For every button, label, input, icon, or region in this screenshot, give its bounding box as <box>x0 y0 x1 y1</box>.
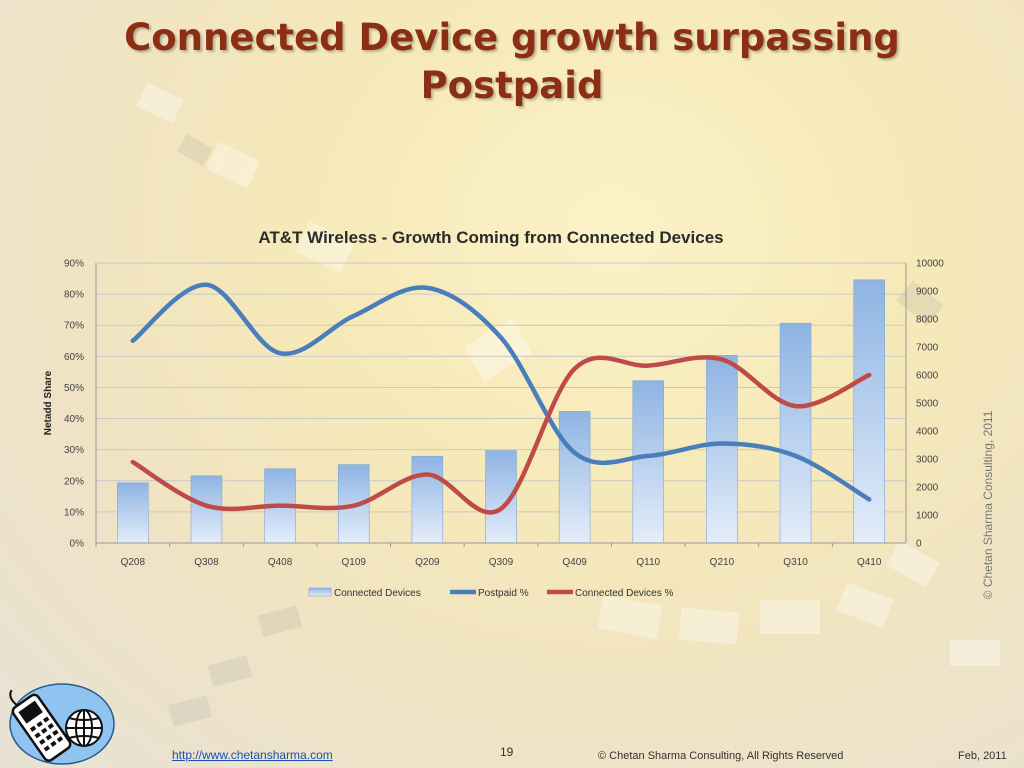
y-tick-label-right: 7000 <box>916 343 939 354</box>
phone-globe-icon <box>9 683 115 765</box>
y-tick-label-left: 50% <box>64 383 84 394</box>
x-tick-label: Q409 <box>562 557 587 568</box>
slide-title-line-2: Postpaid <box>420 64 604 107</box>
y-tick-label-left: 10% <box>64 507 84 518</box>
footer-copyright: © Chetan Sharma Consulting, All Rights R… <box>598 750 844 762</box>
y-tick-label-left: 70% <box>64 321 84 332</box>
y-tick-label-right: 8000 <box>916 315 939 326</box>
line-postpaid-percent <box>130 282 872 502</box>
chart-title: AT&T Wireless - Growth Coming from Conne… <box>258 228 723 247</box>
line-series <box>130 282 872 515</box>
footer-website-link[interactable]: http://www.chetansharma.com <box>172 748 333 762</box>
y-tick-label-right: 6000 <box>916 371 939 382</box>
y-axis-title: Netadd Share <box>43 370 54 435</box>
x-tick-label: Q408 <box>268 557 293 568</box>
bar <box>779 322 812 544</box>
bar <box>632 380 665 544</box>
legend-label: Connected Devices % <box>575 588 673 599</box>
x-tick-label: Q109 <box>341 557 366 568</box>
chart-legend: Connected Devices Postpaid % Connected Dev… <box>308 587 673 599</box>
bar <box>558 411 591 544</box>
y-tick-label-left: 0% <box>70 539 85 550</box>
legend-swatch-connected-devices <box>308 587 332 597</box>
bar-series-connected-devices <box>117 279 885 544</box>
x-tick-label: Q310 <box>783 557 808 568</box>
axes: 0% 10% 20% 30% 40% 50% 60% 70% 80% 90% 0 1000 2000 30… <box>64 259 944 569</box>
line-connected-devices-percent <box>130 355 872 515</box>
y-tick-label-left: 40% <box>64 414 84 425</box>
footer-date: Feb, 2011 <box>958 750 1007 762</box>
legend-label: Postpaid % <box>478 588 529 599</box>
y-tick-label-right: 10000 <box>916 259 944 270</box>
y-tick-label-left: 20% <box>64 476 84 487</box>
y-tick-label-right: 0 <box>916 539 922 550</box>
y-tick-label-left: 80% <box>64 290 84 301</box>
x-tick-label: Q210 <box>710 557 735 568</box>
y-tick-label-right: 4000 <box>916 427 939 438</box>
vertical-watermark: © Chetan Sharma Consulting, 2011 <box>981 410 995 599</box>
y-tick-label-left: 30% <box>64 445 84 456</box>
y-tick-label-right: 2000 <box>916 483 939 494</box>
y-tick-label-left: 60% <box>64 352 84 363</box>
slide-title-line-1: Connected Device growth surpassing <box>124 16 900 59</box>
y-tick-label-left: 90% <box>64 259 84 270</box>
x-tick-label: Q110 <box>636 557 660 568</box>
bar <box>117 482 149 544</box>
slide-title: Connected Device growth surpassing Postp… <box>0 14 1024 110</box>
y-tick-label-right: 1000 <box>916 511 939 522</box>
y-tick-label-right: 5000 <box>916 399 939 410</box>
bar <box>706 355 738 544</box>
bar <box>411 455 444 544</box>
y-tick-label-right: 9000 <box>916 287 939 298</box>
x-tick-label: Q208 <box>121 557 146 568</box>
x-tick-label: Q209 <box>415 557 440 568</box>
bar <box>853 279 885 544</box>
x-tick-label: Q309 <box>489 557 514 568</box>
legend-label: Connected Devices <box>334 588 421 599</box>
x-tick-label: Q308 <box>194 557 219 568</box>
y-tick-label-right: 3000 <box>916 455 939 466</box>
x-tick-label: Q410 <box>857 557 882 568</box>
page-number: 19 <box>500 745 514 759</box>
